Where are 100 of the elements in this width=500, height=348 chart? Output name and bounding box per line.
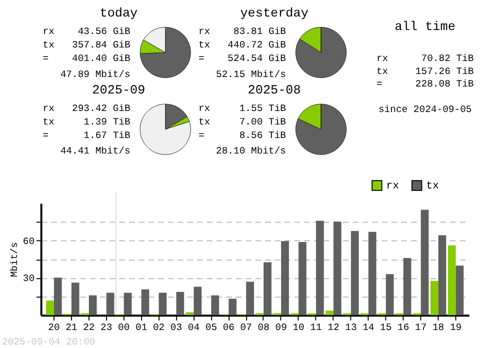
text: 357.84 GiB xyxy=(72,40,131,51)
text: 524.54 GiB xyxy=(228,53,286,64)
text: 228.08 TiB xyxy=(415,78,474,90)
chart-title: yesterday xyxy=(240,5,309,20)
text: tx xyxy=(42,40,55,51)
text: rx xyxy=(42,102,55,114)
x-tick-label: 02 xyxy=(152,322,165,334)
x-tick-label: 10 xyxy=(292,322,305,334)
text: = xyxy=(42,53,49,64)
chart-title: today xyxy=(100,5,138,20)
x-tick-label: 19 xyxy=(450,322,462,334)
pie-slice xyxy=(140,104,191,155)
x-tick-label: 23 xyxy=(100,322,112,334)
bar xyxy=(368,232,376,316)
text: rx xyxy=(198,102,210,114)
x-tick-label: 03 xyxy=(170,322,182,334)
x-tick-label: 07 xyxy=(240,322,252,334)
bar xyxy=(430,280,438,316)
x-tick-label: 08 xyxy=(258,322,270,334)
bar xyxy=(316,220,324,316)
bar xyxy=(350,230,359,316)
y-tick-label: 60 xyxy=(22,236,35,247)
bar xyxy=(88,295,97,316)
bar xyxy=(333,222,342,316)
chart-title: 2025-08 xyxy=(248,82,301,98)
x-tick-label: 21 xyxy=(66,322,78,334)
text: 1.55 TiB xyxy=(239,102,286,114)
text: = xyxy=(198,130,204,142)
bar xyxy=(194,286,202,316)
x-tick-label: 12 xyxy=(328,322,340,334)
bar xyxy=(228,298,237,316)
x-tick-label: 16 xyxy=(398,322,410,334)
text: 157.26 TiB xyxy=(415,66,474,77)
bar xyxy=(106,292,114,316)
legend-label: tx xyxy=(426,180,439,192)
bar xyxy=(124,292,132,316)
x-tick-label: 09 xyxy=(275,322,288,334)
chart-title: 2025-09 xyxy=(92,82,146,98)
text: 47.89 Mbit/s xyxy=(60,68,131,80)
text: 28.10 Mbit/s xyxy=(216,146,286,157)
text: 7.00 TiB xyxy=(239,116,286,128)
text: 52.15 Mbit/s xyxy=(216,68,286,80)
x-tick-label: 00 xyxy=(118,322,130,334)
x-tick-label: 06 xyxy=(222,322,235,334)
text: 8.56 TiB xyxy=(239,130,286,142)
text: 70.82 TiB xyxy=(421,53,474,64)
bar xyxy=(386,274,394,316)
legend-label: rx xyxy=(386,180,400,192)
text: 83.81 GiB xyxy=(233,26,286,37)
text: tx xyxy=(376,66,388,77)
x-tick-label: 17 xyxy=(414,322,427,334)
bar xyxy=(158,292,167,316)
x-tick-label: 18 xyxy=(432,322,444,334)
x-tick-label: 01 xyxy=(135,322,148,334)
x-tick-label: 14 xyxy=(362,322,374,334)
bar xyxy=(54,278,62,316)
text: 44.41 Mbit/s xyxy=(60,146,131,157)
text: 1.67 TiB xyxy=(84,130,131,142)
text: rx xyxy=(376,53,388,64)
text: tx xyxy=(198,116,210,128)
text: rx xyxy=(42,26,55,37)
bar xyxy=(46,300,54,316)
text: 401.40 GiB xyxy=(72,53,131,64)
bar xyxy=(403,258,412,316)
text: 440.72 GiB xyxy=(228,40,286,51)
pie-slice xyxy=(296,104,347,155)
bar xyxy=(71,282,80,316)
y-axis-title: Mbit/s xyxy=(9,242,20,278)
text: tx xyxy=(42,116,55,128)
bar xyxy=(326,310,334,316)
text: = xyxy=(198,53,204,64)
y-tick-label: 30 xyxy=(22,273,35,284)
text: 1.39 TiB xyxy=(84,116,131,128)
x-tick-label: 20 xyxy=(48,322,60,334)
x-tick-label: 13 xyxy=(345,322,357,334)
pie-slice xyxy=(296,26,347,78)
bar xyxy=(298,242,306,316)
bar xyxy=(141,289,150,316)
text: rx xyxy=(198,26,210,37)
x-tick-label: 04 xyxy=(188,322,200,334)
x-tick-label: 15 xyxy=(380,322,392,334)
x-tick-label: 22 xyxy=(83,322,95,334)
text: 43.56 GiB xyxy=(78,26,131,37)
x-tick-label: 05 xyxy=(205,322,218,334)
x-tick-label: 11 xyxy=(310,322,322,334)
pie-slice xyxy=(140,26,191,78)
bar xyxy=(246,282,254,316)
text: = xyxy=(42,130,49,142)
text: tx xyxy=(198,40,210,51)
text: 293.42 GiB xyxy=(72,102,131,114)
bar xyxy=(264,262,272,316)
text: all time xyxy=(394,19,456,34)
bar xyxy=(176,292,184,316)
bar xyxy=(281,241,289,316)
text: = xyxy=(376,78,382,90)
bar xyxy=(420,210,429,316)
bar xyxy=(438,235,446,316)
bar xyxy=(211,295,220,316)
bar xyxy=(456,266,464,316)
bar xyxy=(448,245,456,316)
